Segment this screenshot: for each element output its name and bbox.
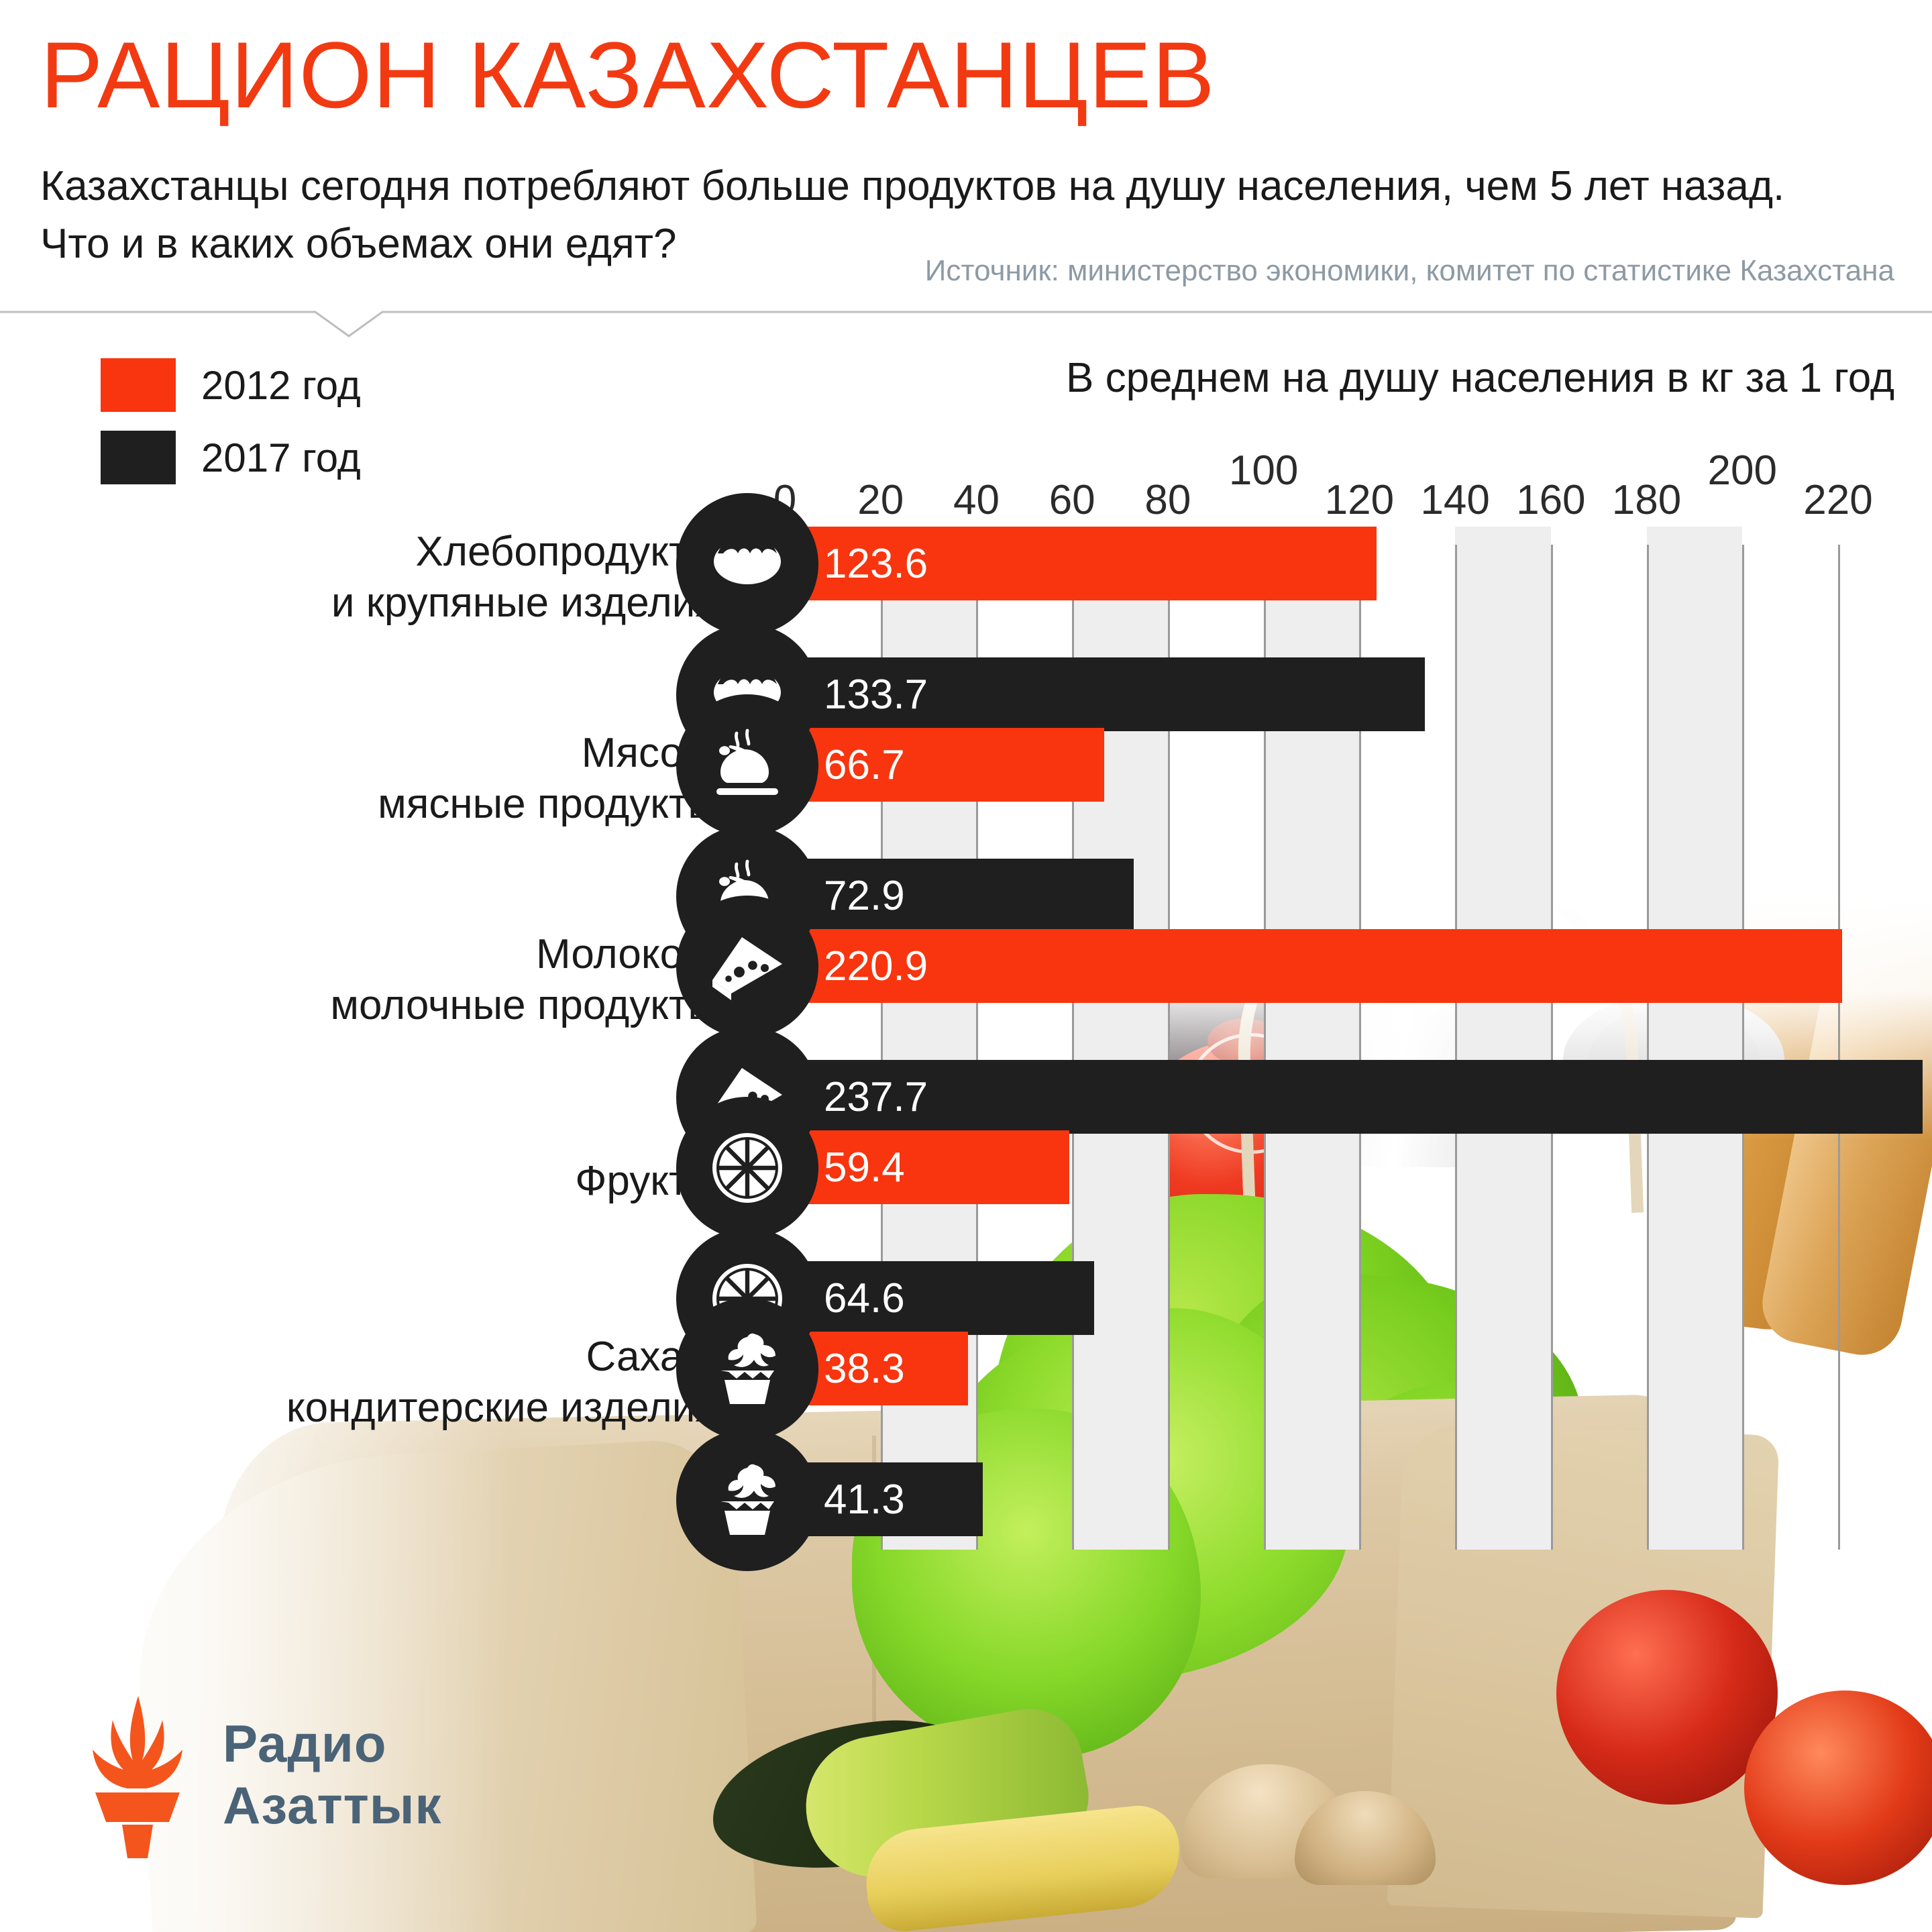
subtitle-line-1: Казахстанцы сегодня потребляют больше пр… bbox=[40, 163, 1785, 209]
category-label-line-2: молочные продукты bbox=[330, 982, 718, 1028]
legend-item-2012: 2012 год bbox=[101, 349, 361, 421]
bar-value-label: 41.3 bbox=[824, 1476, 905, 1523]
bar-row: 38.3 bbox=[676, 1298, 1925, 1440]
radio-azattyk-logo: Радио Азаттык bbox=[80, 1690, 442, 1858]
subtitle-line-2: Что и в каких объемах они едят? bbox=[40, 221, 677, 267]
page-subtitle: Казахстанцы сегодня потребляют больше пр… bbox=[40, 158, 1838, 273]
cupcake-icon bbox=[676, 1429, 818, 1571]
x-axis-tick-label: 160 bbox=[1516, 477, 1586, 523]
category-label: Молоко и молочные продукты bbox=[80, 929, 718, 1031]
bar-2017: 133.7 bbox=[785, 657, 1426, 731]
bar-2012: 123.6 bbox=[785, 527, 1377, 600]
source-note: Источник: министерство экономики, комите… bbox=[924, 254, 1894, 287]
bar-value-label: 59.4 bbox=[824, 1144, 905, 1191]
bar-2017: 64.6 bbox=[785, 1261, 1094, 1335]
legend-item-2017: 2017 год bbox=[101, 421, 361, 494]
bar-2012: 220.9 bbox=[785, 929, 1843, 1003]
x-axis-tick-label: 60 bbox=[1049, 477, 1095, 523]
x-axis-tick-label: 40 bbox=[953, 477, 1000, 523]
x-axis-tick-label: 180 bbox=[1611, 477, 1682, 523]
x-axis-tick-label: 200 bbox=[1707, 447, 1777, 494]
x-axis-tick-label: 220 bbox=[1803, 477, 1873, 523]
x-axis-tick-label: 100 bbox=[1228, 447, 1299, 494]
bar-value-label: 66.7 bbox=[824, 741, 905, 788]
cupcake-icon bbox=[676, 1298, 818, 1440]
category-label-line-1: Хлебопродукты bbox=[415, 529, 718, 575]
bar-row: 133.7 bbox=[676, 624, 1925, 766]
bar-row: 64.6 bbox=[676, 1228, 1925, 1370]
logo-text: Радио Азаттык bbox=[223, 1713, 442, 1836]
bar-row: 72.9 bbox=[676, 825, 1925, 967]
x-axis-tick-label: 80 bbox=[1144, 477, 1191, 523]
x-axis-tick-label: 120 bbox=[1324, 477, 1395, 523]
category-label: Сахар, кондитерские изделия bbox=[80, 1332, 718, 1434]
x-axis-tick-label: 20 bbox=[857, 477, 904, 523]
category-label: Хлебопродукты и крупяные изделия bbox=[80, 527, 718, 629]
page-title: РАЦИОН КАЗАХСТАНЦЕВ bbox=[40, 22, 1216, 127]
bar-2017: 237.7 bbox=[785, 1060, 1923, 1134]
category-label-line-1: Мясо и bbox=[581, 730, 718, 776]
legend-swatch-2017 bbox=[101, 431, 176, 484]
bar-value-label: 64.6 bbox=[824, 1275, 905, 1322]
roast-chicken-icon bbox=[676, 694, 818, 837]
bar-2012: 66.7 bbox=[785, 728, 1104, 802]
bar-row: 237.7 bbox=[676, 1026, 1925, 1169]
bar-row: 41.3 bbox=[676, 1429, 1925, 1571]
category-label-line-2: кондитерские изделия bbox=[286, 1385, 718, 1431]
legend-label-2017: 2017 год bbox=[201, 435, 361, 480]
category-label-line-2: мясные продукты bbox=[378, 781, 718, 827]
bar-row: 59.4 bbox=[676, 1097, 1925, 1239]
bar-value-label: 123.6 bbox=[824, 540, 928, 587]
bar-value-label: 72.9 bbox=[824, 872, 905, 919]
legend-swatch-2012 bbox=[101, 358, 176, 412]
bar-value-label: 133.7 bbox=[824, 671, 928, 718]
bar-value-label: 237.7 bbox=[824, 1073, 928, 1120]
citrus-slice-icon bbox=[676, 1097, 818, 1239]
section-divider bbox=[0, 311, 1932, 337]
bar-2017: 72.9 bbox=[785, 859, 1134, 932]
category-label-line-1: Сахар, bbox=[586, 1334, 718, 1380]
bar-value-label: 38.3 bbox=[824, 1345, 905, 1392]
bar-row: 66.7 bbox=[676, 694, 1925, 837]
cheese-wedge-icon bbox=[676, 896, 818, 1038]
category-label: Мясо и мясные продукты bbox=[80, 728, 718, 830]
logo-line-2: Азаттык bbox=[223, 1776, 442, 1835]
bread-icon bbox=[676, 493, 818, 635]
bar-row: 123.6 bbox=[676, 493, 1925, 635]
category-label-line-1: Молоко и bbox=[536, 931, 718, 977]
category-label: Фрукты bbox=[80, 1156, 718, 1207]
bar-value-label: 220.9 bbox=[824, 943, 928, 989]
torch-flame-icon bbox=[93, 1696, 182, 1858]
legend-label-2012: 2012 год bbox=[201, 362, 361, 408]
chart-axis-title: В среднем на душу населения в кг за 1 го… bbox=[1065, 355, 1894, 401]
legend: 2012 год 2017 год bbox=[101, 349, 361, 494]
bar-row: 220.9 bbox=[676, 896, 1925, 1038]
logo-line-1: Радио bbox=[223, 1714, 387, 1773]
bar-2012: 59.4 bbox=[785, 1130, 1069, 1204]
category-label-line-2: и крупяные изделия bbox=[331, 580, 718, 626]
x-axis-tick-label: 140 bbox=[1420, 477, 1490, 523]
category-label-line-1: Фрукты bbox=[575, 1158, 718, 1204]
